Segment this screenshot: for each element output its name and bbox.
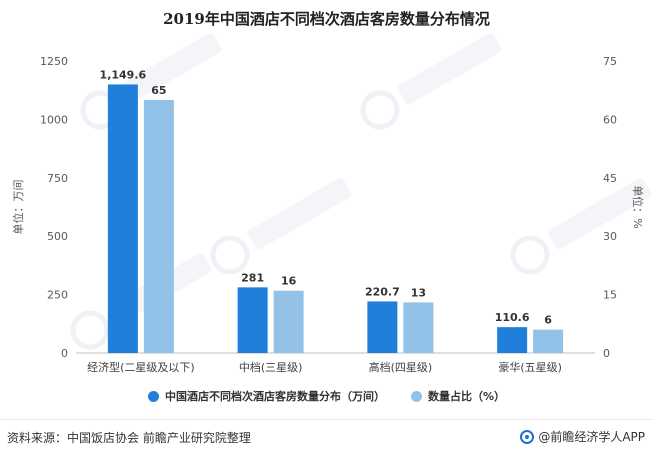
bar-series-2[interactable] [533,329,564,353]
data-label-series-1: 1,149.6 [100,68,147,81]
bars-layer [107,84,564,354]
y-left-tick-label: 1000 [40,113,68,126]
bar-series-2[interactable] [403,302,434,353]
brand-credit: @前瞻经济学人APP [520,428,645,445]
y-right-tick-label: 60 [603,113,617,126]
legend-label-series-1: 中国酒店不同档次酒店客房数量分布（万间） [164,390,385,403]
legend-item-series-2[interactable]: 数量占比（%） [410,388,506,404]
watermark-logo [70,253,212,350]
y-right-tick-label: 75 [603,55,617,68]
bar-series-1[interactable] [497,327,528,353]
y-right-tick-label: 0 [603,347,610,360]
x-category-label: 高档(四星级) [369,360,433,374]
y-right-axis-title: 单位：% [631,185,645,228]
data-label-series-1: 110.6 [495,311,530,324]
bar-series-1[interactable] [237,287,268,353]
y-left-tick-label: 500 [47,230,68,243]
watermark-logo [510,178,652,275]
labels-layer: 1,149.6 65 经济型(二星级及以下) 281 16 中档(三星级) 220.7 13 高… [87,68,562,374]
bar-series-2[interactable] [143,99,174,353]
chart-title: 2019年中国酒店不同档次酒店客房数量分布情况 [163,10,490,28]
brand-name: @前瞻经济学人APP [538,430,645,444]
data-label-series-1: 220.7 [365,285,400,298]
bar-series-2[interactable] [273,290,304,353]
chart-canvas: 0 250 500 750 1000 1250 0 15 30 45 60 75 单位：万间 单位：% 1… [11,33,652,374]
legend-swatch-series-1 [147,390,159,402]
data-label-series-2: 65 [151,84,166,97]
x-category-label: 中档(三星级) [239,360,303,374]
y-left-tick-label: 250 [47,289,68,302]
y-left-axis-title: 单位：万间 [11,180,25,235]
legend-item-series-1[interactable]: 中国酒店不同档次酒店客房数量分布（万间） [147,388,385,404]
data-label-series-2: 6 [544,314,552,327]
data-label-series-2: 16 [281,275,297,288]
x-category-label: 经济型(二星级及以下) [87,360,195,374]
y-right-tick-label: 15 [603,289,617,302]
y-right-tick-label: 45 [603,172,617,185]
watermark-layer [70,33,652,350]
y-right-tick-label: 30 [603,230,617,243]
bar-series-1[interactable] [367,301,398,353]
bar-series-1[interactable] [107,84,138,354]
y-left-tick-label: 0 [61,347,68,360]
legend: 中国酒店不同档次酒店客房数量分布（万间） 数量占比（%） [0,386,653,406]
data-label-series-2: 13 [411,286,426,299]
y-left-tick-label: 1250 [40,55,68,68]
data-label-series-1: 281 [241,271,264,284]
legend-swatch-series-2 [410,390,422,402]
x-category-label: 豪华(五星级) [498,360,562,374]
source-note: 资料来源：中国饭店协会 前瞻产业研究院整理 [7,431,251,445]
watermark-logo [360,33,502,130]
legend-label-series-2: 数量占比（%） [427,390,506,403]
footer-bar: 资料来源：中国饭店协会 前瞻产业研究院整理 @前瞻经济学人APP [0,419,653,457]
watermark-logo [210,178,352,275]
brand-logo-icon [520,429,535,444]
y-left-tick-label: 750 [47,172,68,185]
